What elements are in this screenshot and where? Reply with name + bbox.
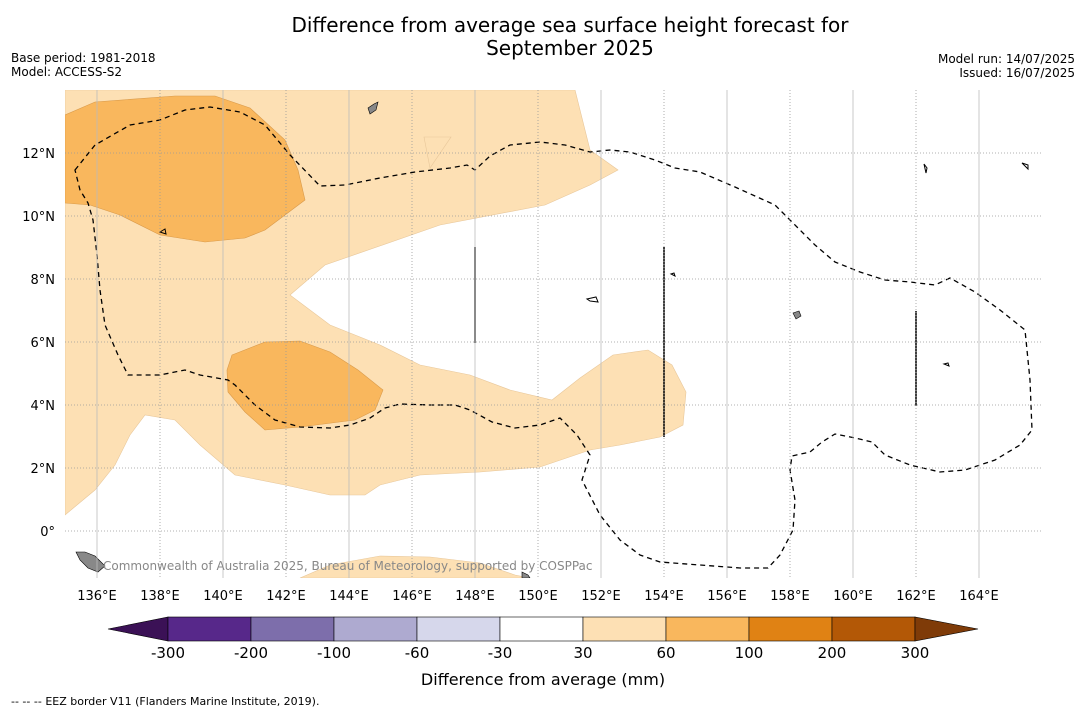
colorbar-tick-label: 300 xyxy=(901,644,930,662)
lat-tick-label: 4°N xyxy=(31,399,56,414)
axis-labels: 136°E 138°E 140°E 142°E 144°E 146°E 148°E 150°E… xyxy=(22,147,999,604)
eez-legend-text: EEZ border V11 (Flanders Marine Institut… xyxy=(45,695,320,708)
meta-right: Model run: 14/07/2025 Issued: 16/07/2025 xyxy=(938,52,1075,80)
island-small-2 xyxy=(669,272,676,277)
colorbar-segment xyxy=(665,616,750,642)
lat-tick-label: 0° xyxy=(40,525,55,540)
lat-tick-label: 6°N xyxy=(31,336,56,351)
colorbar-tick-label: -100 xyxy=(317,644,351,662)
map-area xyxy=(65,90,1042,578)
colorbar-tick-label: -60 xyxy=(405,644,430,662)
lon-tick-label: 156°E xyxy=(707,589,747,604)
lon-tick-label: 164°E xyxy=(959,589,999,604)
lat-tick-label: 12°N xyxy=(22,147,55,162)
lon-tick-label: 150°E xyxy=(518,589,558,604)
colorbar-segment xyxy=(831,616,916,642)
island-north xyxy=(367,101,379,115)
map-title: Difference from average sea surface heig… xyxy=(0,14,1085,60)
colorbar-extend-high xyxy=(914,616,979,642)
lon-tick-label: 142°E xyxy=(266,589,306,604)
lon-tick-label: 162°E xyxy=(896,589,936,604)
lon-tick-label: 160°E xyxy=(833,589,873,604)
island-small-1 xyxy=(158,228,167,235)
title-line-2: September 2025 xyxy=(486,36,654,60)
colorbar-tick-label: 30 xyxy=(573,644,592,662)
colorbar-label: Difference from average (mm) xyxy=(421,670,665,689)
island-chuuk xyxy=(585,296,599,303)
colorbar-segment xyxy=(250,616,335,642)
lat-tick-label: 10°N xyxy=(22,210,55,225)
lon-tick-label: 136°E xyxy=(77,589,117,604)
footer-legend: -- -- -- EEZ border V11 (Flanders Marine… xyxy=(11,695,319,708)
contour-30-60-island xyxy=(423,136,452,169)
base-period-text: Base period: 1981-2018 xyxy=(11,51,156,65)
lon-tick-label: 140°E xyxy=(203,589,243,604)
island-small-5 xyxy=(923,163,928,174)
colorbar-segment xyxy=(167,616,252,642)
colorbar-tick-label: -30 xyxy=(488,644,513,662)
eez-legend-symbol: -- -- -- xyxy=(11,695,42,708)
colorbar-tick-label: 60 xyxy=(656,644,675,662)
model-run-text: Model run: 14/07/2025 xyxy=(937,52,1075,66)
lon-tick-label: 158°E xyxy=(770,589,810,604)
lon-tick-label: 152°E xyxy=(581,589,621,604)
colorbar-tick-label: -300 xyxy=(151,644,185,662)
colorbar-segment xyxy=(582,616,667,642)
meta-left: Base period: 1981-2018 Model: ACCESS-S2 xyxy=(11,51,156,79)
contour-60-100-northwest xyxy=(65,95,306,243)
lon-tick-label: 138°E xyxy=(140,589,180,604)
lon-tick-label: 154°E xyxy=(644,589,684,604)
island-small-3 xyxy=(942,362,950,367)
colorbar-extend-low xyxy=(107,616,169,642)
island-pohnpei xyxy=(792,310,802,320)
island-small-4 xyxy=(1021,162,1029,171)
island-south-center xyxy=(521,571,531,578)
title-line-1: Difference from average sea surface heig… xyxy=(291,13,849,37)
lon-tick-label: 144°E xyxy=(329,589,369,604)
colorbar: -300 -200 -100 -60 -30 30 60 100 200 300 xyxy=(107,616,979,662)
lon-tick-label: 148°E xyxy=(455,589,495,604)
model-text: Model: ACCESS-S2 xyxy=(11,65,123,79)
contour-60-100-central xyxy=(226,340,384,431)
colorbar-tick-label: 100 xyxy=(735,644,764,662)
gridlines xyxy=(65,90,1042,578)
lat-tick-label: 8°N xyxy=(31,273,56,288)
copyright-text: Commonwealth of Australia 2025, Bureau o… xyxy=(103,559,593,573)
lat-tick-label: 2°N xyxy=(31,462,56,477)
colorbar-tick-label: 200 xyxy=(818,644,847,662)
colorbar-segment xyxy=(416,616,501,642)
colorbar-tick-label: -200 xyxy=(234,644,268,662)
island-west xyxy=(75,551,106,573)
colorbar-segment xyxy=(333,616,418,642)
colorbar-segment xyxy=(748,616,833,642)
eez-border xyxy=(74,106,1033,569)
issued-text: Issued: 16/07/2025 xyxy=(959,66,1075,80)
lon-tick-label: 146°E xyxy=(392,589,432,604)
colorbar-segment xyxy=(499,616,584,642)
